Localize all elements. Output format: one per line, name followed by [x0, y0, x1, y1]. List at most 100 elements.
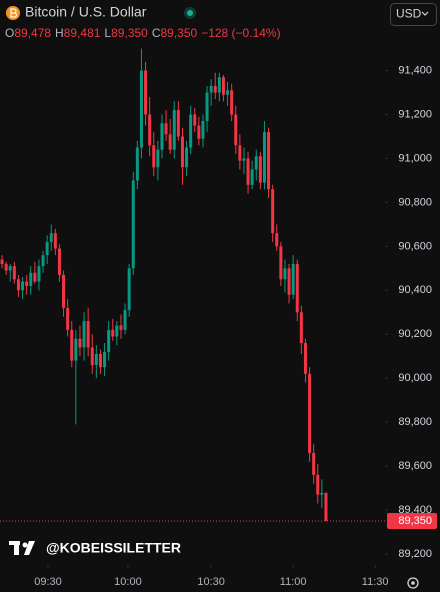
candle-body: [299, 312, 303, 344]
candle-body: [74, 338, 78, 361]
candle-body: [107, 329, 111, 352]
candle-body: [201, 121, 205, 139]
candle-body: [123, 310, 127, 330]
candle-body: [295, 263, 299, 313]
currency-chevron[interactable]: [421, 11, 429, 16]
candle-body: [115, 325, 119, 337]
candle-body: [217, 77, 221, 93]
candle-body: [139, 70, 143, 148]
candle-body: [271, 189, 275, 234]
candle-body: [230, 90, 234, 115]
ohlc-key: O: [5, 26, 14, 40]
ohlc-value: 89,350: [111, 26, 148, 40]
last-price-tag: [387, 513, 437, 530]
ohlc-key: C: [152, 26, 161, 40]
candle-body: [234, 114, 238, 146]
bitcoin-glyph: [10, 8, 18, 18]
settings-button[interactable]: [407, 577, 419, 589]
symbol-title: Bitcoin / U.S. Dollar: [25, 4, 147, 20]
candle-body: [262, 132, 266, 183]
candle-body: [250, 169, 254, 185]
candle-body: [4, 263, 8, 271]
x-tick-label: 10:00: [114, 576, 142, 588]
candle-body: [16, 279, 20, 291]
tv-logo: [9, 541, 35, 555]
y-tick-label: 90,600: [398, 240, 432, 252]
candle-body: [70, 329, 74, 361]
x-tick-label: 11:30: [362, 576, 389, 588]
candle-body: [45, 241, 49, 256]
candle-body: [320, 492, 324, 495]
candle-body: [209, 85, 213, 93]
ohlc-value: 89,350: [160, 26, 197, 40]
y-tick-label: 91,000: [398, 152, 432, 164]
candle-body: [283, 268, 287, 280]
y-tick-label: 90,000: [398, 372, 432, 384]
watermark: @KOBEISSILETTER: [46, 540, 181, 556]
candle-body: [324, 492, 328, 522]
candle-body: [53, 233, 57, 249]
market-status: [187, 10, 193, 16]
candle-body: [152, 145, 156, 168]
y-tick-label: 90,800: [398, 196, 432, 208]
candle-body: [12, 266, 16, 280]
candle-body: [275, 233, 279, 247]
candle-body: [197, 125, 201, 139]
candle-body: [111, 329, 115, 337]
candle-body: [8, 266, 12, 271]
candle-body: [205, 92, 209, 122]
candle-body: [172, 110, 176, 150]
candle-body: [119, 325, 123, 330]
candle-body: [41, 255, 45, 267]
axes: 89,200 89,400 89,600 89,800 90,000 90,200 90,4…: [385, 64, 437, 560]
currency-label[interactable]: USD: [396, 7, 422, 21]
candle-body: [180, 136, 184, 168]
candle-body: [189, 114, 193, 148]
candle-body: [21, 281, 25, 291]
candle-body: [131, 180, 135, 269]
ohlc-value: 89,481: [64, 26, 101, 40]
candle-body: [90, 347, 94, 366]
candle-body: [29, 272, 33, 286]
y-tick-label: 91,400: [398, 64, 432, 76]
ohlc-value: 89,478: [14, 26, 51, 40]
candle-body: [176, 110, 180, 137]
candle-body: [86, 321, 90, 348]
candle-body: [33, 272, 37, 282]
candle-body: [254, 156, 258, 170]
settings-dot[interactable]: [411, 581, 415, 585]
candle-body: [78, 338, 82, 348]
candle-body: [62, 274, 66, 308]
candle-body: [49, 233, 53, 242]
candle-body: [303, 343, 307, 374]
candle-body: [57, 248, 61, 275]
candle-body: [193, 114, 197, 126]
x-tick-label: 10:30: [197, 576, 225, 588]
candle-body: [267, 132, 271, 190]
currency-button[interactable]: [390, 3, 437, 26]
candle-body: [279, 246, 283, 280]
candle-body: [82, 321, 86, 348]
candle-body: [213, 85, 217, 93]
y-tick-label: 89,200: [398, 548, 432, 560]
candle-body: [238, 145, 242, 161]
ohlc-legend: O 89,478 H 89,481 L 89,350 C 89,350 −128 (−0.14%…: [5, 26, 281, 40]
y-tick-label: 89,800: [398, 416, 432, 428]
candle-body: [103, 351, 107, 368]
candle-body: [37, 266, 41, 282]
x-axis: 09:30 10:00 10:30 11:00 11:30: [34, 565, 389, 588]
candle-body: [164, 123, 168, 135]
candle-body: [25, 281, 29, 286]
candle-body: [66, 307, 70, 330]
ohlc-key: L: [104, 26, 111, 40]
candle-body: [226, 90, 230, 95]
candle-body: [258, 156, 262, 183]
x-tick-label: 09:30: [34, 576, 62, 588]
candle-body: [94, 354, 98, 366]
candle-body: [221, 77, 225, 95]
candle-body: [0, 259, 4, 264]
candle-body: [246, 158, 250, 185]
candle-body: [144, 70, 148, 115]
